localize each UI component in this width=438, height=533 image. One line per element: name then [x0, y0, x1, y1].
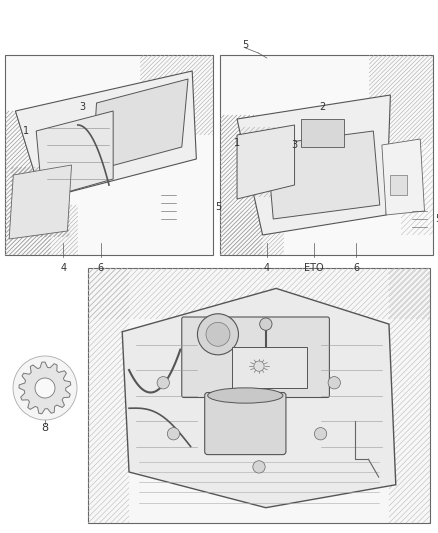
Circle shape	[253, 461, 265, 473]
Circle shape	[167, 427, 180, 440]
Text: 2: 2	[319, 102, 325, 112]
Text: 5: 5	[215, 202, 221, 212]
Polygon shape	[237, 125, 294, 199]
Polygon shape	[15, 71, 196, 199]
FancyBboxPatch shape	[205, 392, 286, 455]
Text: ETO: ETO	[304, 263, 324, 273]
Circle shape	[260, 318, 272, 330]
Bar	[88, 268, 430, 523]
Circle shape	[157, 377, 170, 389]
Text: 4: 4	[264, 263, 270, 273]
Circle shape	[206, 322, 230, 346]
Text: 5: 5	[243, 40, 249, 50]
Circle shape	[254, 361, 264, 372]
Circle shape	[198, 314, 238, 355]
Text: 8: 8	[42, 423, 49, 433]
Polygon shape	[19, 362, 71, 414]
Polygon shape	[9, 165, 71, 239]
Bar	[301, 119, 343, 147]
Text: 6: 6	[353, 263, 360, 273]
Text: 1: 1	[23, 126, 29, 136]
Text: 1: 1	[234, 138, 240, 148]
FancyBboxPatch shape	[232, 347, 307, 388]
Circle shape	[35, 378, 55, 398]
Text: 3: 3	[291, 140, 297, 150]
FancyBboxPatch shape	[182, 317, 329, 398]
Bar	[5, 55, 213, 255]
Text: 4: 4	[60, 263, 66, 273]
Ellipse shape	[208, 388, 283, 403]
Text: 6: 6	[98, 263, 104, 273]
Polygon shape	[92, 79, 188, 171]
Text: 3: 3	[79, 102, 85, 112]
Text: 5: 5	[435, 214, 438, 224]
Circle shape	[328, 377, 340, 389]
Circle shape	[13, 356, 77, 420]
Bar	[220, 55, 433, 255]
Polygon shape	[382, 139, 424, 215]
Bar	[390, 175, 407, 195]
Polygon shape	[122, 288, 396, 508]
Polygon shape	[36, 111, 113, 199]
Polygon shape	[267, 131, 380, 219]
Circle shape	[314, 427, 327, 440]
Polygon shape	[237, 95, 390, 235]
